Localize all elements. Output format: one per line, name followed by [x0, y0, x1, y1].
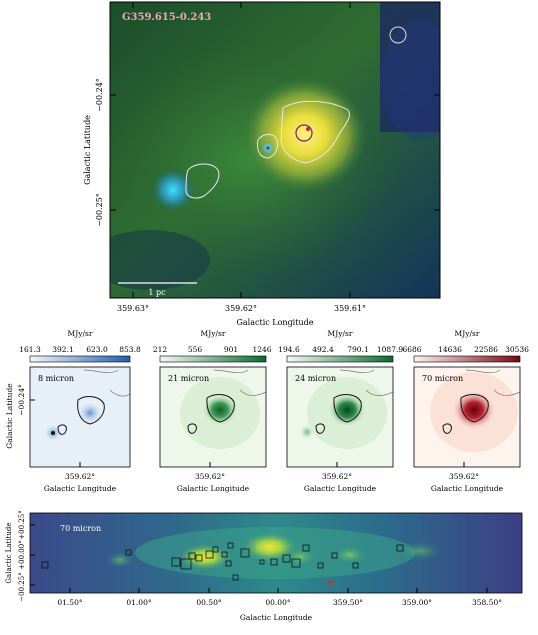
scale-bar-label: 1 pc — [148, 288, 166, 297]
panel2-xlabel: Galactic Longitude — [304, 484, 377, 493]
bottom-70-micron-image — [30, 513, 522, 593]
cb0-tick2: 623.0 — [86, 345, 108, 354]
panel1-xtick: 359.62° — [195, 472, 225, 481]
small-ytick: −00.24° — [17, 384, 26, 416]
cb1-tick1: 556 — [188, 345, 203, 354]
panel-label-1: 21 micron — [168, 374, 209, 383]
panel-21-micron: MJy/sr 212 556 901 1246 21 micron 359.62… — [153, 330, 272, 493]
panel0-xlabel: Galactic Longitude — [44, 484, 117, 493]
main-xtick-1: 359.62° — [225, 304, 257, 313]
panel0-xtick: 359.62° — [65, 472, 95, 481]
source-marker-blue — [266, 146, 270, 150]
panel-label-0: 8 micron — [38, 374, 74, 383]
cb2-tick1: 492.4 — [312, 345, 334, 354]
colorbar-unit-3: MJy/sr — [455, 330, 480, 338]
bottom-ytick-1: +00.00° — [18, 540, 26, 569]
cb3-tick3: 30536 — [505, 345, 529, 354]
colorbar-0 — [29, 355, 131, 363]
bottom-ylabel: Galactic Latitude — [5, 522, 13, 583]
contour-diffuse — [185, 163, 220, 199]
cb1-tick3: 1246 — [252, 345, 271, 354]
small-ylabel: Galactic Latitude — [5, 383, 14, 449]
bottom-ytick-2: −00.25° — [18, 572, 26, 601]
colorbar-1 — [159, 355, 267, 363]
small-panels-figure: MJy/sr 161.3 392.1 623.0 853.8 8 micron … — [5, 330, 529, 493]
contour-main-source — [280, 100, 350, 164]
panel-label-3: 70 micron — [422, 374, 463, 383]
cb1-tick2: 901 — [224, 345, 238, 354]
panel-8-micron: MJy/sr 161.3 392.1 623.0 853.8 8 micron … — [5, 330, 141, 493]
panel3-xlabel: Galactic Longitude — [431, 484, 504, 493]
panel1-xlabel: Galactic Longitude — [177, 484, 250, 493]
panel3-xtick: 359.62° — [449, 472, 479, 481]
panel2-xtick: 359.62° — [322, 472, 352, 481]
cb3-tick1: 14636 — [438, 345, 462, 354]
bottom-xtick-0: 01.50° — [57, 598, 82, 607]
bottom-xtick-2: 00.50° — [196, 598, 221, 607]
cb1-tick0: 212 — [153, 345, 168, 354]
cb3-tick0: 6686 — [402, 345, 421, 354]
beam-circle — [389, 26, 407, 44]
bottom-xtick-5: 359.00° — [402, 598, 432, 607]
main-ytick-1: −00.25° — [95, 193, 104, 227]
cb0-tick1: 392.1 — [52, 345, 73, 354]
colorbar-2 — [286, 355, 394, 363]
cb3-tick2: 22586 — [474, 345, 498, 354]
bottom-xtick-4: 359.50° — [333, 598, 363, 607]
bottom-xtick-3: 00.00° — [265, 598, 290, 607]
main-ytick-0: −00.24° — [95, 78, 104, 112]
bottom-panel-figure: 70 micron 01.50° 01.00° 00.50° 00.00° 35… — [5, 510, 523, 622]
contour-secondary-source — [257, 133, 279, 159]
bottom-ytick-0: +00.25° — [18, 510, 26, 539]
panel-24-micron: MJy/sr 194.6 492.4 790.1 1087.9 24 micro… — [278, 330, 403, 493]
cb2-tick0: 194.6 — [278, 345, 300, 354]
bottom-xtick-6: 358.50° — [472, 598, 502, 607]
cb0-tick0: 161.3 — [19, 345, 41, 354]
panel-70-micron: MJy/sr 6686 14636 22586 30536 70 micron … — [402, 330, 529, 493]
bottom-panel-label: 70 micron — [60, 524, 101, 533]
colorbar-unit-1: MJy/sr — [201, 330, 226, 338]
colorbar-unit-2: MJy/sr — [328, 330, 353, 338]
panel-label-2: 24 micron — [295, 374, 336, 383]
main-panel-figure: 1 pc G359.615-0.243 359.63° 359.62° 359.… — [83, 1, 441, 327]
source-boxes — [41, 542, 404, 581]
cb2-tick3: 1087.9 — [377, 345, 403, 354]
bottom-xtick-1: 01.00° — [126, 598, 151, 607]
cb2-tick2: 790.1 — [347, 345, 368, 354]
main-xtick-0: 359.63° — [117, 304, 149, 313]
source-marker-red — [306, 127, 310, 131]
source-box-highlight — [327, 580, 333, 586]
colorbar-3 — [413, 355, 521, 363]
colorbar-unit-0: MJy/sr — [68, 330, 93, 338]
source-aperture-circle — [295, 124, 313, 142]
main-xtick-2: 359.61° — [334, 304, 366, 313]
main-ylabel: Galactic Latitude — [83, 115, 92, 185]
cb0-tick3: 853.8 — [119, 345, 141, 354]
main-xlabel: Galactic Longitude — [237, 318, 314, 327]
bottom-xlabel: Galactic Longitude — [240, 613, 313, 622]
rgb-image — [110, 2, 440, 298]
source-label: G359.615-0.243 — [122, 12, 211, 23]
